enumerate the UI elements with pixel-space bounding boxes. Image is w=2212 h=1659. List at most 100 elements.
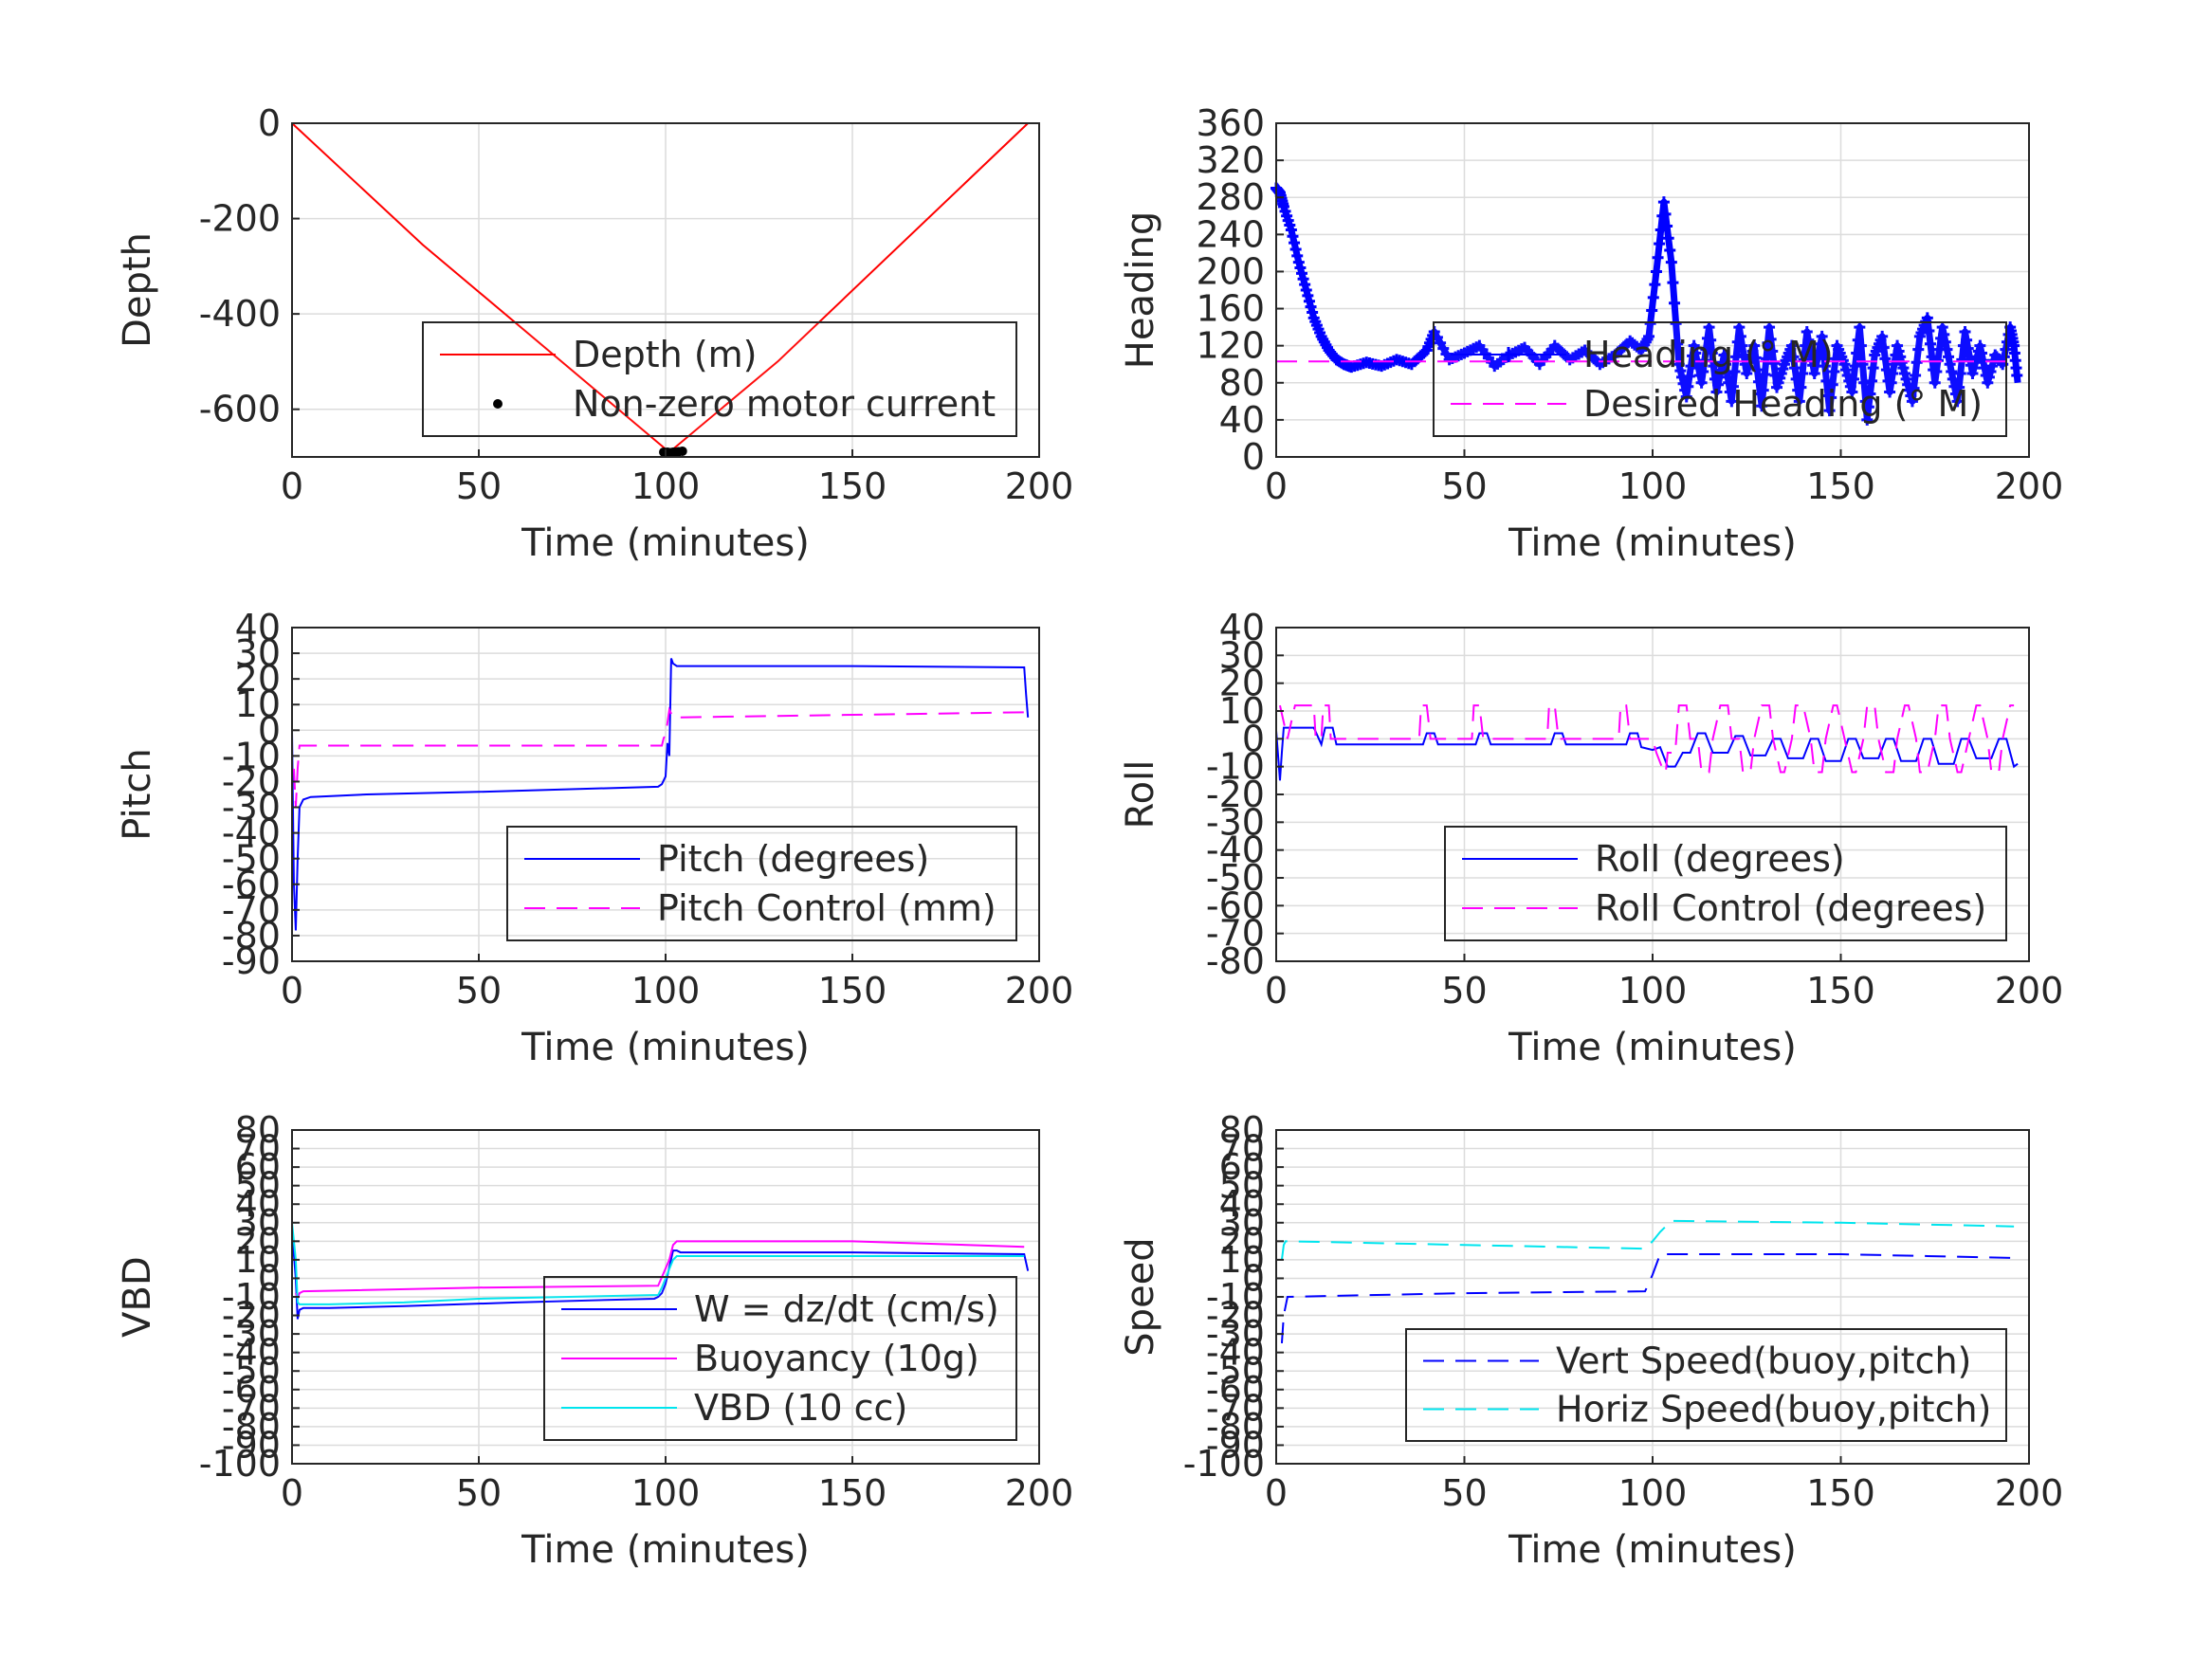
x-tick-label: 0 <box>1265 1472 1288 1514</box>
y-tick-label: -50 <box>222 838 281 880</box>
speed-panel: 0 50 100 150 20080706050403020100-10-20-30-4… <box>1119 1109 2063 1572</box>
y-tick-label: -40 <box>1206 830 1265 871</box>
x-tick-label: 100 <box>631 1472 701 1514</box>
x-tick-label: 150 <box>818 970 887 1012</box>
legend-box <box>1405 1328 2007 1442</box>
x-tick-label: 200 <box>1995 970 2064 1012</box>
x-axis-label: Time (minutes) <box>1508 1026 1797 1069</box>
x-axis-label: Time (minutes) <box>521 1026 810 1069</box>
legend-label: VBD (10 cc) <box>694 1387 907 1429</box>
y-tick-label: 20 <box>1219 1220 1265 1262</box>
legend-label: Vert Speed(buoy,pitch) <box>1556 1340 1971 1382</box>
legend: Pitch (degrees) Pitch Control (mm) <box>506 826 1017 941</box>
y-tick-label: -70 <box>222 889 281 931</box>
y-tick-label: 0 <box>1242 1257 1265 1299</box>
x-tick-label: 150 <box>1806 970 1875 1012</box>
y-tick-label: -10 <box>222 735 281 776</box>
y-tick-label: 20 <box>235 658 281 700</box>
x-tick-label: 50 <box>1441 465 1487 507</box>
y-tick-label: 160 <box>1196 288 1265 330</box>
y-tick-label: -30 <box>222 1313 281 1355</box>
series-line <box>291 1222 1025 1305</box>
x-axis-label: Time (minutes) <box>521 1528 810 1572</box>
y-tick-label: -30 <box>222 787 281 829</box>
y-tick-label: 0 <box>258 102 281 144</box>
legend-label: Pitch (degrees) <box>657 838 929 880</box>
y-tick-label: 200 <box>1196 250 1265 292</box>
y-tick-label: 40 <box>235 607 281 648</box>
x-tick-label: 100 <box>631 970 701 1012</box>
y-tick-label: -20 <box>1206 774 1265 815</box>
legend: Roll (degrees) Roll Control (degrees) <box>1444 826 2007 941</box>
y-tick-label: 70 <box>1219 1128 1265 1170</box>
legend-box <box>506 826 1017 941</box>
x-axis-label: Time (minutes) <box>1508 1528 1797 1572</box>
y-axis-label: Pitch <box>116 748 159 840</box>
legend-label: Pitch Control (mm) <box>657 887 996 929</box>
y-tick-label: 280 <box>1196 176 1265 218</box>
y-axis-label: Heading <box>1119 211 1162 369</box>
y-tick-label: 70 <box>235 1128 281 1170</box>
y-tick-label: -60 <box>222 1369 281 1411</box>
x-tick-label: 50 <box>456 465 502 507</box>
x-tick-label: 200 <box>1005 1472 1074 1514</box>
y-tick-label: 30 <box>1219 1202 1265 1244</box>
y-tick-label: -60 <box>1206 884 1265 926</box>
y-tick-label: -400 <box>199 293 281 335</box>
y-tick-label: -70 <box>1206 1387 1265 1429</box>
heading-panel: 0 50 100 150 20004080120160200240280320360Ti… <box>1119 102 2063 565</box>
series-line <box>1278 704 2015 774</box>
motor-current-point <box>677 446 687 456</box>
y-tick-label: -10 <box>1206 746 1265 788</box>
legend: Depth (m) Non-zero motor current <box>422 321 1017 437</box>
y-tick-label: 0 <box>1242 718 1265 759</box>
y-tick-label: 40 <box>1219 399 1265 441</box>
y-tick-label: -20 <box>222 760 281 802</box>
y-tick-label: -90 <box>1206 1424 1265 1466</box>
legend-label: Roll Control (degrees) <box>1595 887 1986 929</box>
y-tick-label: 0 <box>258 1257 281 1299</box>
y-tick-label: -40 <box>222 1332 281 1374</box>
y-tick-label: 30 <box>235 1202 281 1244</box>
x-tick-label: 0 <box>281 970 303 1012</box>
y-tick-label: 30 <box>1219 634 1265 676</box>
y-tick-label: 10 <box>1219 1239 1265 1281</box>
y-tick-label: 20 <box>235 1220 281 1262</box>
y-tick-label: 20 <box>1219 663 1265 704</box>
y-tick-label: 50 <box>1219 1165 1265 1207</box>
legend-swatch <box>493 399 503 409</box>
y-tick-label: 320 <box>1196 139 1265 181</box>
y-tick-label: -20 <box>222 1295 281 1337</box>
y-tick-label: 40 <box>1219 607 1265 648</box>
series-line <box>1280 1253 2015 1343</box>
vbd-panel: 0 50 100 150 20080706050403020100-10-20-30-4… <box>116 1109 1073 1572</box>
x-tick-label: 100 <box>1618 465 1688 507</box>
y-tick-label: -80 <box>1206 1406 1265 1448</box>
y-tick-label: -60 <box>1206 1369 1265 1411</box>
x-tick-label: 200 <box>1995 465 2064 507</box>
legend-label: Buoyancy (10g) <box>694 1338 979 1379</box>
legend: Vert Speed(buoy,pitch) Horiz Speed(buoy,p… <box>1405 1328 2007 1442</box>
legend-label: Roll (degrees) <box>1595 838 1845 880</box>
x-tick-label: 100 <box>631 465 701 507</box>
legend-label: W = dz/dt (cm/s) <box>694 1288 999 1330</box>
x-tick-label: 150 <box>818 465 887 507</box>
pitch-panel: 0 50 100 150 200403020100-10-20-30-40-50-60-… <box>116 607 1073 1069</box>
y-tick-label: -30 <box>1206 1313 1265 1355</box>
x-tick-label: 50 <box>1441 1472 1487 1514</box>
x-tick-label: 200 <box>1005 970 1074 1012</box>
y-tick-label: -200 <box>199 198 281 240</box>
y-tick-label: 40 <box>1219 1183 1265 1225</box>
y-tick-label: -40 <box>222 812 281 854</box>
x-tick-label: 200 <box>1005 465 1074 507</box>
y-tick-label: 0 <box>1242 436 1265 478</box>
x-tick-label: 150 <box>1806 465 1875 507</box>
series-line <box>292 706 1029 808</box>
x-tick-label: 0 <box>281 1472 303 1514</box>
x-tick-label: 50 <box>456 1472 502 1514</box>
y-tick-label: -600 <box>199 389 281 430</box>
y-tick-label: 10 <box>235 1239 281 1281</box>
y-tick-label: -30 <box>1206 801 1265 843</box>
x-tick-label: 0 <box>1265 465 1288 507</box>
x-axis-label: Time (minutes) <box>1508 521 1797 565</box>
